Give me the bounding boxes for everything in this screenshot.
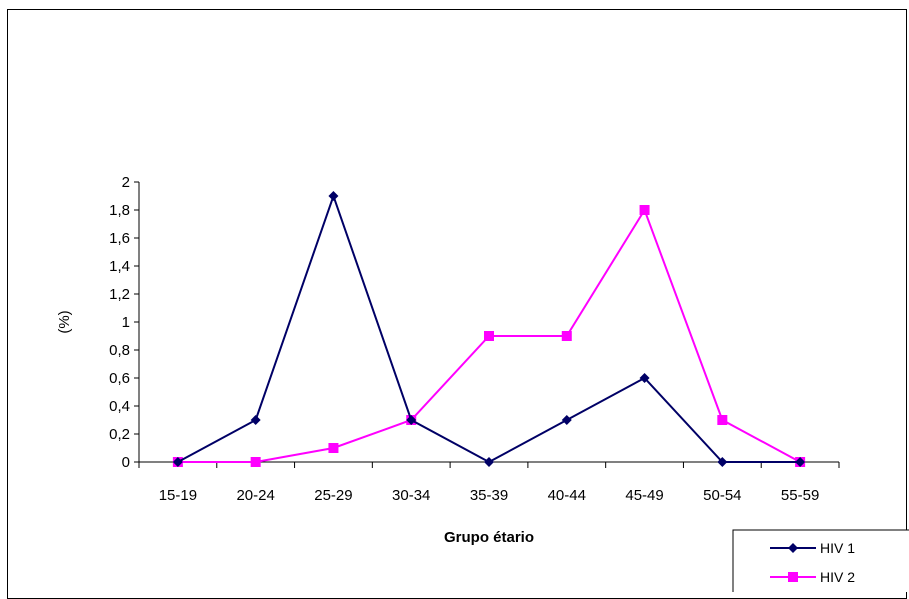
chart-frame [7, 9, 907, 599]
series-line-hiv-1 [177, 192, 801, 464]
data-point-hiv-2 [639, 205, 650, 215]
y-tick-label: 1,6 [109, 230, 130, 247]
y-tick-label: 0,2 [109, 426, 130, 443]
data-point-hiv-2 [484, 331, 494, 341]
data-point-hiv-2 [561, 331, 572, 341]
x-tick-label: 30-34 [392, 487, 430, 504]
y-tick-label: 1 [122, 314, 130, 331]
data-point-hiv-1 [172, 457, 183, 467]
y-tick-label: 1,4 [109, 258, 130, 275]
series-layer [172, 191, 806, 467]
data-point-hiv-2 [717, 415, 728, 425]
x-tick-label: 50-54 [703, 487, 741, 504]
data-point-hiv-1 [406, 415, 417, 425]
x-axis-title: Grupo étario [444, 529, 534, 546]
y-tick-label: 0 [122, 454, 130, 471]
y-tick-label: 0,6 [109, 370, 130, 387]
data-point-hiv-1 [484, 457, 494, 467]
y-ticks: 0 0,2 0,4 0,6 0,8 1 1,2 1,4 1,6 1,8 2 [109, 174, 139, 471]
axes [138, 182, 839, 463]
legend-marker-hiv-2 [788, 572, 798, 582]
legend-marker-hiv-1 [788, 543, 798, 553]
x-tick-label: 15-19 [159, 487, 197, 504]
data-point-hiv-1 [561, 415, 572, 425]
legend-label-hiv-1: HIV 1 [820, 540, 855, 556]
y-tick-label: 1,2 [109, 286, 130, 303]
data-point-hiv-1 [717, 457, 728, 467]
x-tick-label: 55-59 [781, 487, 819, 504]
x-ticks: 15-19 20-24 25-29 30-34 35-39 40-44 45-49 50-54… [138, 462, 840, 504]
legend: HIV 1 HIV 2 [732, 529, 909, 592]
y-tick-label: 1,8 [109, 202, 130, 219]
x-tick-label: 35-39 [470, 487, 508, 504]
data-point-hiv-1 [795, 457, 806, 467]
data-point-hiv-1 [328, 191, 339, 201]
x-tick-label: 25-29 [314, 487, 352, 504]
x-tick-label: 20-24 [236, 487, 274, 504]
y-tick-label: 2 [122, 174, 130, 191]
legend-label-hiv-2: HIV 2 [820, 569, 855, 585]
data-point-hiv-1 [250, 415, 261, 425]
y-axis-title: (%) [56, 310, 73, 333]
data-point-hiv-2 [328, 443, 339, 453]
y-tick-label: 0,4 [109, 398, 130, 415]
y-tick-label: 0,8 [109, 342, 130, 359]
series-hiv-2 [172, 205, 806, 467]
x-tick-label: 45-49 [625, 487, 663, 504]
legend-box [732, 529, 909, 592]
data-point-hiv-2 [250, 457, 261, 467]
data-point-hiv-1 [639, 373, 650, 383]
x-tick-label: 40-44 [548, 487, 586, 504]
series-hiv-1 [172, 191, 806, 467]
